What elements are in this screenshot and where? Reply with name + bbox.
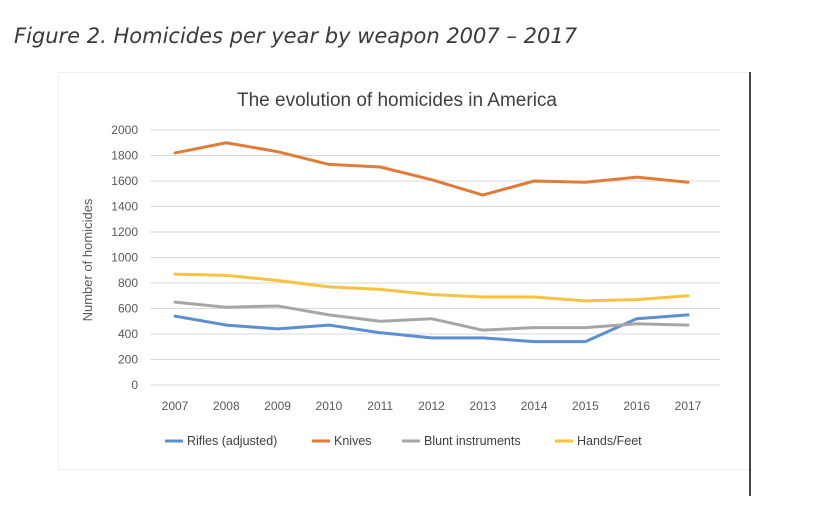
y-tick-1000: 1000: [111, 251, 138, 265]
y-tick-0: 0: [131, 378, 138, 392]
y-tick-800: 800: [118, 276, 138, 290]
x-tick-2007: 2007: [162, 399, 189, 413]
series-lines: [173, 141, 690, 344]
y-tick-1200: 1200: [111, 225, 138, 239]
series-line-knives: [173, 141, 690, 197]
legend-label-knives: Knives: [334, 434, 372, 448]
y-tick-200: 200: [118, 353, 138, 367]
y-tick-400: 400: [118, 327, 138, 341]
y-tick-1800: 1800: [111, 149, 138, 163]
legend-label-hands-feet: Hands/Feet: [577, 434, 642, 448]
x-tick-2012: 2012: [418, 399, 445, 413]
legend-label-rifles-adjusted: Rifles (adjusted): [187, 434, 277, 448]
chart-title: The evolution of homicides in America: [237, 90, 557, 111]
series-line-blunt-instruments: [173, 300, 690, 332]
y-tick-labels: 0 200 400 600 800 1000 1200 1400 1600 1800 2000: [111, 123, 138, 392]
x-tick-2013: 2013: [469, 399, 496, 413]
y-tick-600: 600: [118, 302, 138, 316]
figure-caption: Figure 2. Homicides per year by weapon 2…: [14, 24, 578, 48]
legend: Rifles (adjusted) Knives Blunt instruments…: [165, 434, 642, 448]
x-tick-2011: 2011: [367, 399, 393, 413]
series-line-rifles-adjusted: [173, 313, 690, 344]
x-tick-2015: 2015: [572, 399, 599, 413]
x-tick-2016: 2016: [623, 399, 650, 413]
vertical-divider: [749, 72, 751, 496]
y-tick-1600: 1600: [111, 174, 138, 188]
y-axis-label: Number of homicides: [80, 198, 95, 321]
y-tick-1400: 1400: [111, 200, 138, 214]
gridlines: [150, 129, 720, 386]
y-tick-2000: 2000: [111, 123, 138, 137]
x-tick-2009: 2009: [264, 399, 291, 413]
x-tick-labels: 2007 2008 2009 2010 2011 2012 2013 2014 2015 2016…: [162, 399, 702, 413]
x-tick-2014: 2014: [521, 399, 548, 413]
x-tick-2008: 2008: [213, 399, 240, 413]
series-line-hands-feet: [173, 272, 690, 303]
legend-label-blunt-instruments: Blunt instruments: [424, 434, 521, 448]
x-tick-2017: 2017: [675, 399, 702, 413]
x-tick-2010: 2010: [316, 399, 343, 413]
